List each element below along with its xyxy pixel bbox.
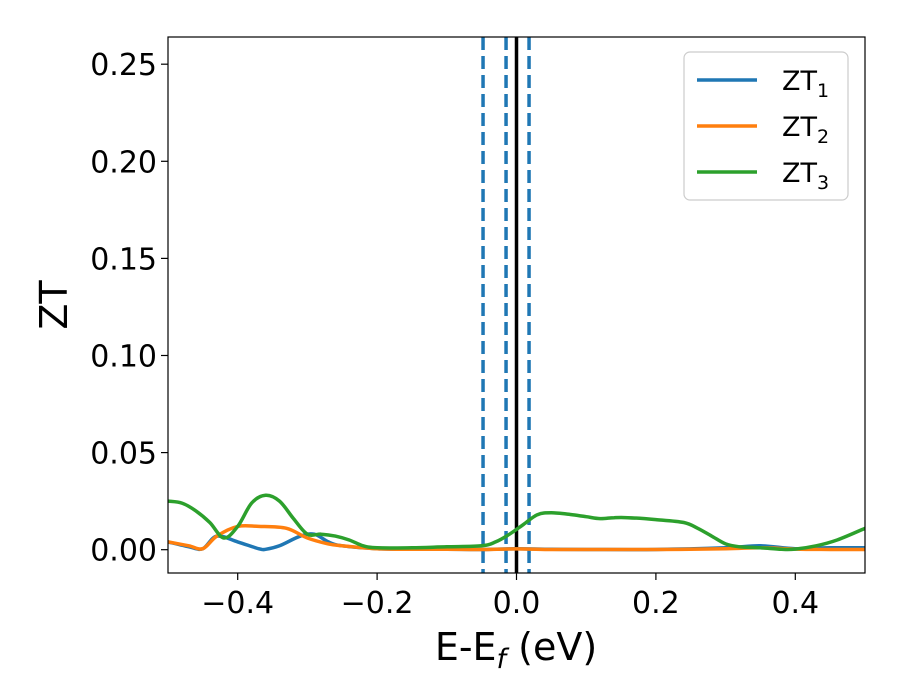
legend-box xyxy=(683,51,849,201)
y-tick-label: 0.20 xyxy=(90,145,157,180)
x-tick-label: −0.2 xyxy=(341,586,414,621)
legend-label-zt3: ZT3 xyxy=(782,158,829,194)
y-tick-label: 0.00 xyxy=(90,534,157,569)
series-lines xyxy=(168,493,865,552)
y-tick-label: 0.25 xyxy=(90,48,157,83)
legend: ZT1 ZT2 ZT3 xyxy=(683,51,849,201)
y-tick-label: 0.10 xyxy=(90,339,157,374)
legend-label-zt1: ZT1 xyxy=(782,66,829,102)
y-axis-label: ZT xyxy=(32,280,76,330)
legend-label-zt2: ZT2 xyxy=(782,112,829,148)
y-axis: 0.00 0.05 0.10 0.15 0.20 0.25 xyxy=(90,48,168,569)
reference-lines xyxy=(481,37,531,573)
x-axis-label: E-Ef (eV) xyxy=(435,625,597,675)
y-tick-label: 0.05 xyxy=(90,437,157,472)
x-axis: −0.4 −0.2 0.0 0.2 0.4 xyxy=(201,573,819,621)
x-tick-label: 0.0 xyxy=(493,586,541,621)
x-tick-label: 0.2 xyxy=(632,586,680,621)
series-line-zt3 xyxy=(168,493,865,552)
y-tick-label: 0.15 xyxy=(90,242,157,277)
x-tick-label: 0.4 xyxy=(771,586,819,621)
x-tick-label: −0.4 xyxy=(201,586,274,621)
